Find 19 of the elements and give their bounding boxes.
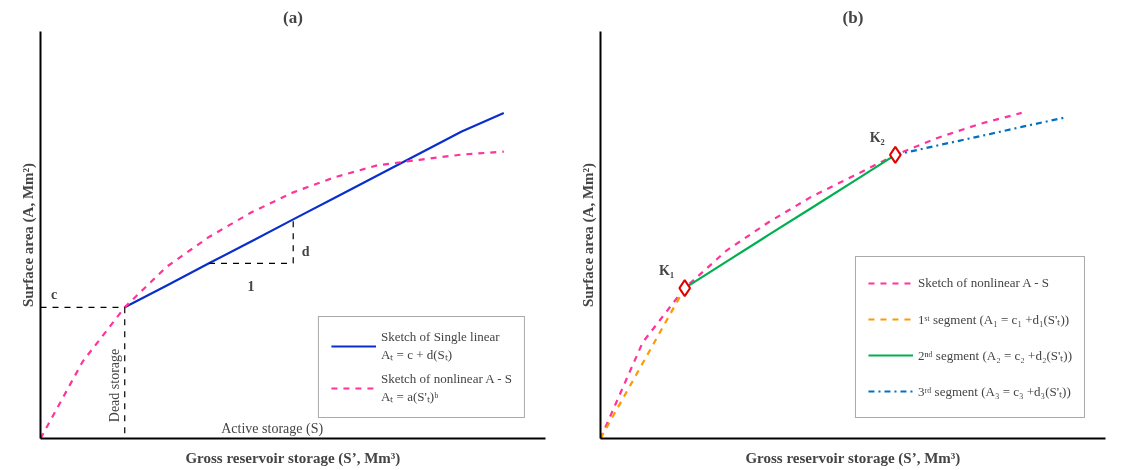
annotation: d: [301, 243, 310, 259]
annotation: c: [51, 286, 58, 302]
legend-label: Sketch of Single linear Aₜ = c + d(Sₜ): [380, 329, 500, 363]
legend-label: 2ⁿᵈ segment (A₂ = c₂ +d₂(S'ₜ)): [917, 347, 1072, 365]
legend-label: 3ʳᵈ segment (A₃ = c₃ +d₃(S'ₜ)): [917, 383, 1071, 401]
annotation: K₂: [869, 130, 885, 146]
y-axis-title: Surface area (A, Mm²): [19, 162, 37, 308]
chart-title: (b): [842, 7, 864, 27]
x-axis-title: Gross reservoir storage (S’, Mm³): [745, 449, 961, 467]
y-axis-title: Surface area (A, Mm²): [579, 162, 597, 308]
annotation: 1: [247, 279, 255, 295]
chart-title: (a): [283, 7, 303, 27]
legend-label: Sketch of nonlinear A - S Aₜ = a(S'ₜ)ᵇ: [380, 371, 512, 405]
annotation: K₁: [659, 263, 675, 279]
x-axis-title: Gross reservoir storage (S’, Mm³): [185, 449, 401, 467]
legend-label: Sketch of nonlinear A - S: [917, 274, 1050, 292]
annotation: Dead storage: [106, 348, 122, 423]
annotation: Active storage (S): [221, 421, 324, 438]
legend-label: 1ˢᵗ segment (A₁ = c₁ +d₁(S'ₜ)): [917, 311, 1070, 329]
